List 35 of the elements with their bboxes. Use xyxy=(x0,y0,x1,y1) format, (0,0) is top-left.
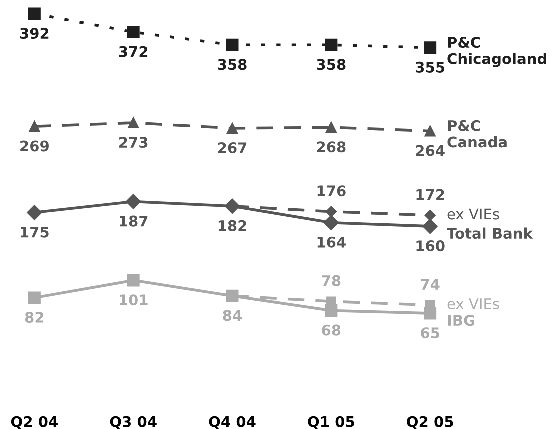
data-label: 160 xyxy=(416,240,445,252)
series-label: ex VIEs xyxy=(448,208,500,220)
data-label: 269 xyxy=(20,140,49,152)
data-label: 392 xyxy=(20,28,49,40)
data-label: 176 xyxy=(318,186,346,197)
data-label: 273 xyxy=(120,137,148,148)
data-label: 74 xyxy=(421,279,440,290)
data-label: 264 xyxy=(416,145,445,156)
data-label: 101 xyxy=(120,294,148,306)
data-label: 164 xyxy=(318,236,346,248)
data-label: 358 xyxy=(218,59,247,70)
series-label: P&C Chicagoland xyxy=(448,37,546,68)
data-label: 65 xyxy=(421,328,440,339)
data-label: 187 xyxy=(120,216,148,227)
data-label: 268 xyxy=(317,142,346,153)
x-tick-label: Q2 04 xyxy=(11,416,58,429)
x-tick-label: Q3 04 xyxy=(110,416,157,429)
series-label: P&C Canada xyxy=(448,120,507,148)
series-label: IBG xyxy=(448,315,474,326)
x-tick-label: Q1 05 xyxy=(308,416,354,429)
data-label: 372 xyxy=(119,46,148,58)
series-label: Total Bank xyxy=(447,228,534,240)
data-label: 358 xyxy=(317,59,346,70)
data-label: 78 xyxy=(322,275,341,286)
data-label: 84 xyxy=(223,310,242,322)
x-tick-label: Q4 04 xyxy=(209,416,256,429)
data-label: 355 xyxy=(416,62,445,73)
data-label: 182 xyxy=(218,220,246,232)
data-label: 175 xyxy=(21,226,49,238)
data-label: 82 xyxy=(25,312,44,324)
data-label: 68 xyxy=(322,324,341,336)
x-tick-label: Q2 05 xyxy=(407,416,454,429)
data-label: 267 xyxy=(218,142,247,154)
series-label: ex VIEs xyxy=(448,298,500,310)
data-label: 172 xyxy=(416,189,444,200)
